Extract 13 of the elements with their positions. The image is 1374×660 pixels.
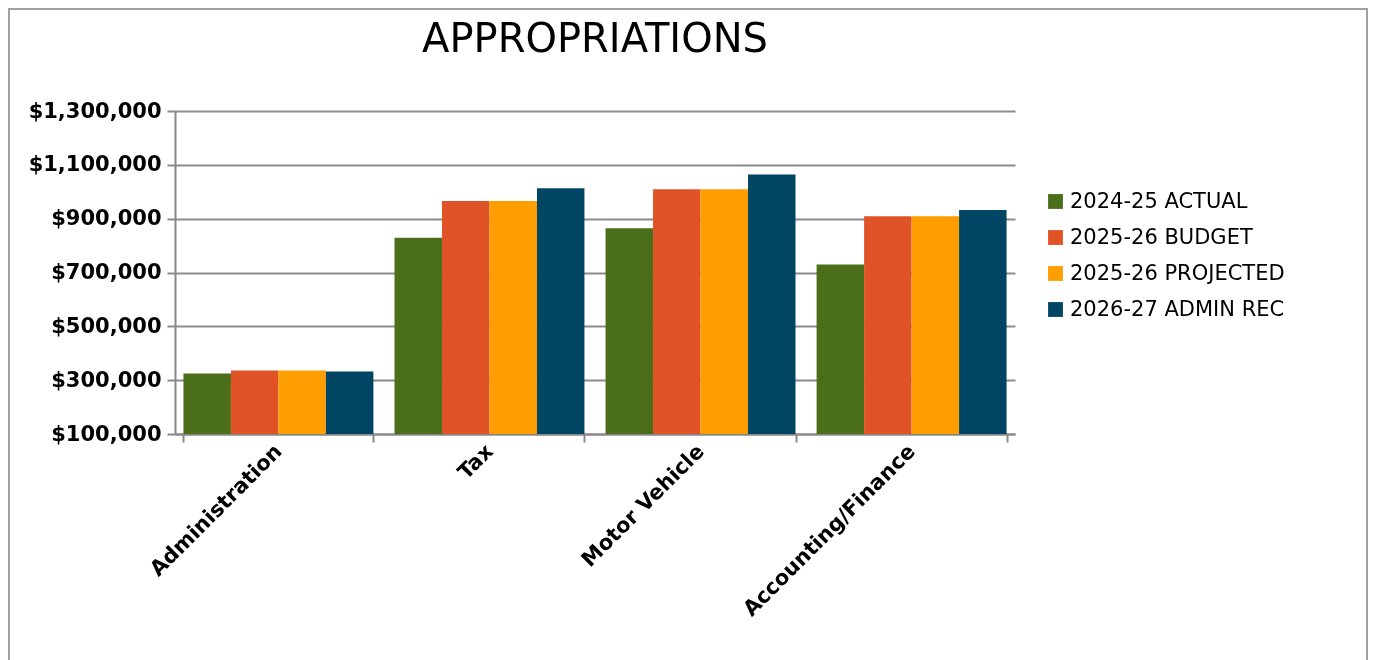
legend-label: 2025-26 BUDGET — [1070, 224, 1253, 249]
x-tick-label: Tax — [452, 438, 499, 485]
y-tick-label: $1,100,000 — [28, 152, 162, 177]
y-tick-label: $1,300,000 — [28, 98, 162, 123]
legend-label: 2026-27 ADMIN REC — [1070, 296, 1285, 321]
y-tick-label: $300,000 — [51, 367, 162, 392]
y-tick-label: $900,000 — [51, 206, 162, 231]
y-tick-label: $500,000 — [51, 313, 162, 338]
chart-title: APPROPRIATIONS — [422, 15, 768, 61]
y-tick-label: $100,000 — [51, 421, 162, 446]
y-tick-label: $700,000 — [51, 260, 162, 284]
legend-label: 2025-26 PROJECTED — [1070, 260, 1285, 285]
legend-label: 2024-25 ACTUAL — [1070, 188, 1248, 213]
